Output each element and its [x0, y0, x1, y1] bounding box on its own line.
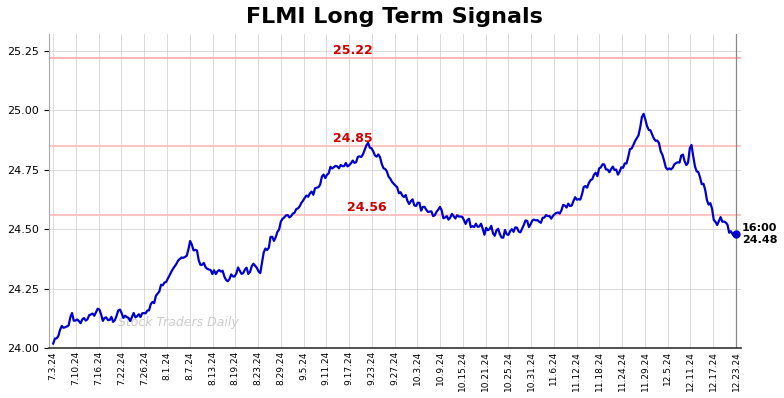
Text: 24.85: 24.85	[333, 132, 372, 144]
Text: 24.56: 24.56	[347, 201, 387, 214]
Text: Stock Traders Daily: Stock Traders Daily	[118, 316, 238, 329]
Title: FLMI Long Term Signals: FLMI Long Term Signals	[246, 7, 543, 27]
Text: 16:00
24.48: 16:00 24.48	[742, 223, 777, 245]
Text: 25.22: 25.22	[333, 43, 373, 57]
